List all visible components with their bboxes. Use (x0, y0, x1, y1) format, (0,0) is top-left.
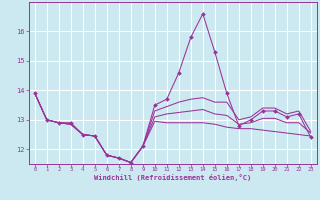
X-axis label: Windchill (Refroidissement éolien,°C): Windchill (Refroidissement éolien,°C) (94, 174, 252, 181)
